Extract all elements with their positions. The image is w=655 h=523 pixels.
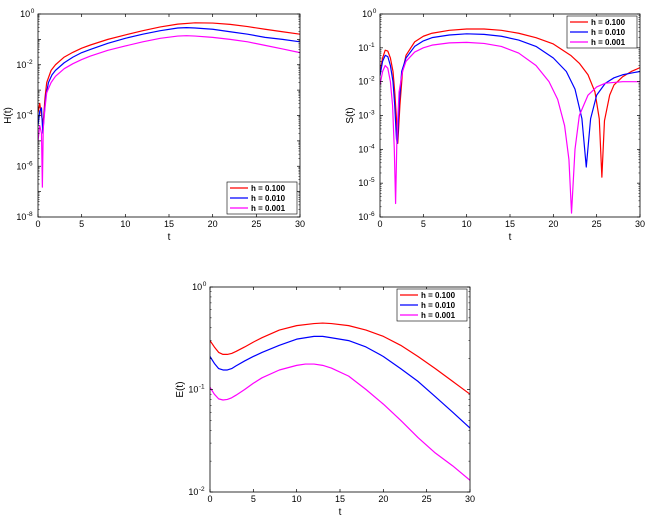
y-tick-label: 10 xyxy=(358,43,368,53)
y-tick-exponent: -5 xyxy=(369,177,375,184)
y-tick-label: 10 xyxy=(358,178,368,188)
x-tick-label: 30 xyxy=(635,219,645,229)
y-tick-label: 10 xyxy=(16,60,26,70)
y-tick-label: 10 xyxy=(16,161,26,171)
y-tick-exponent: 0 xyxy=(203,281,207,288)
x-axis-label: t xyxy=(509,232,512,243)
x-tick-label: 25 xyxy=(422,494,432,504)
y-tick-exponent: -2 xyxy=(369,76,375,83)
legend-label: h = 0.010 xyxy=(421,301,456,310)
series-line-2 xyxy=(380,41,640,214)
y-tick-label: 10 xyxy=(358,144,368,154)
y-tick-label: 10 xyxy=(362,9,372,19)
legend-label: h = 0.010 xyxy=(591,28,626,37)
y-tick-label: 10 xyxy=(16,212,26,222)
y-tick-exponent: -6 xyxy=(27,160,33,167)
legend-label: h = 0.001 xyxy=(251,204,286,213)
x-tick-label: 25 xyxy=(592,219,602,229)
y-axis-label: E(t) xyxy=(175,381,186,397)
legend-label: h = 0.001 xyxy=(421,311,456,320)
x-tick-label: 25 xyxy=(251,219,261,229)
x-tick-label: 15 xyxy=(164,219,174,229)
y-tick-exponent: 0 xyxy=(31,8,35,15)
y-tick-label: 10 xyxy=(192,282,202,292)
series-line-0 xyxy=(380,28,640,178)
x-axis-label: t xyxy=(168,232,171,243)
legend-label: h = 0.100 xyxy=(591,18,626,27)
y-tick-exponent: -3 xyxy=(369,110,375,117)
y-tick-exponent: -2 xyxy=(199,486,205,493)
legend-label: h = 0.001 xyxy=(591,38,626,47)
y-tick-label: 10 xyxy=(358,77,368,87)
y-tick-exponent: 0 xyxy=(373,8,377,15)
x-tick-label: 5 xyxy=(251,494,256,504)
x-tick-label: 30 xyxy=(465,494,475,504)
series-line-2 xyxy=(210,363,470,481)
legend-label: h = 0.100 xyxy=(421,291,456,300)
y-tick-label: 10 xyxy=(358,111,368,121)
x-tick-label: 10 xyxy=(292,494,302,504)
y-axis-label: H(t) xyxy=(3,107,14,124)
y-tick-exponent: -8 xyxy=(27,211,33,218)
x-tick-label: 5 xyxy=(421,219,426,229)
y-tick-label: 10 xyxy=(188,385,198,395)
y-tick-label: 10 xyxy=(20,9,30,19)
y-tick-exponent: -1 xyxy=(369,42,375,49)
x-tick-label: 10 xyxy=(462,219,472,229)
x-tick-label: 15 xyxy=(505,219,515,229)
x-tick-label: 0 xyxy=(35,219,40,229)
x-tick-label: 30 xyxy=(295,219,305,229)
y-tick-exponent: -4 xyxy=(369,143,375,150)
y-tick-exponent: -6 xyxy=(369,211,375,218)
x-tick-label: 0 xyxy=(207,494,212,504)
x-tick-label: 0 xyxy=(377,219,382,229)
x-tick-label: 20 xyxy=(548,219,558,229)
x-tick-label: 20 xyxy=(378,494,388,504)
x-tick-label: 20 xyxy=(208,219,218,229)
y-tick-exponent: -2 xyxy=(27,59,33,66)
y-tick-label: 10 xyxy=(358,212,368,222)
x-tick-label: 10 xyxy=(120,219,130,229)
series-line-1 xyxy=(210,335,470,429)
legend-label: h = 0.010 xyxy=(251,194,286,203)
y-tick-exponent: -1 xyxy=(199,384,205,391)
series-line-0 xyxy=(38,22,300,124)
y-tick-label: 10 xyxy=(188,487,198,497)
x-tick-label: 15 xyxy=(335,494,345,504)
series-line-2 xyxy=(38,35,300,188)
series-line-1 xyxy=(380,33,640,168)
y-tick-label: 10 xyxy=(16,111,26,121)
series-line-0 xyxy=(210,322,470,395)
x-tick-label: 5 xyxy=(79,219,84,229)
x-axis-label: t xyxy=(339,507,342,518)
y-axis-label: S(t) xyxy=(345,107,356,123)
y-tick-exponent: -4 xyxy=(27,110,33,117)
legend-label: h = 0.100 xyxy=(251,184,286,193)
